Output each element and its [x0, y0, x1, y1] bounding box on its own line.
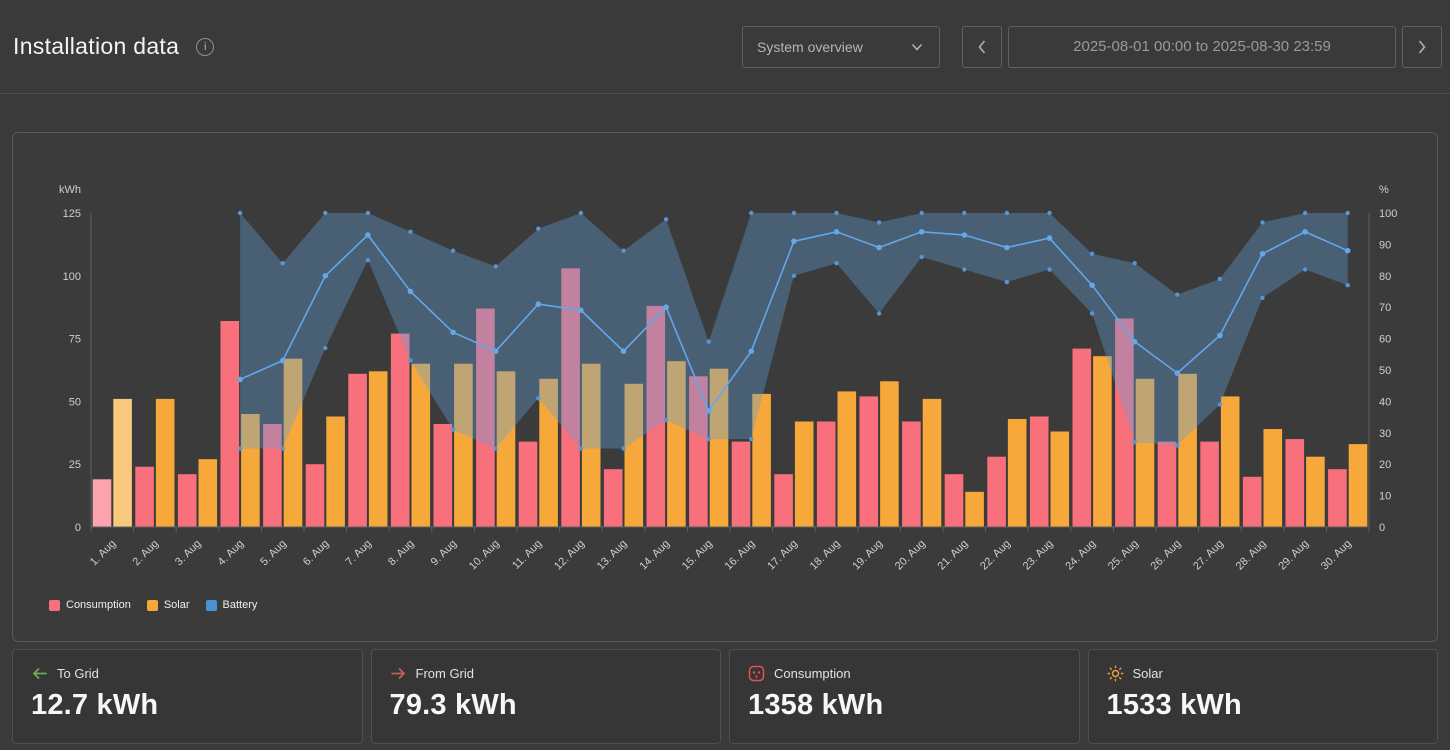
svg-text:29. Aug: 29. Aug: [1276, 538, 1311, 573]
next-period-button[interactable]: [1402, 25, 1442, 68]
svg-text:23. Aug: 23. Aug: [1021, 538, 1056, 573]
svg-text:100: 100: [63, 271, 81, 283]
svg-text:12. Aug: 12. Aug: [552, 538, 587, 573]
svg-text:13. Aug: 13. Aug: [595, 538, 630, 573]
chevron-right-icon: [1418, 39, 1426, 54]
legend-item-solar[interactable]: Solar: [146, 599, 190, 611]
svg-text:0: 0: [75, 522, 81, 534]
svg-text:27. Aug: 27. Aug: [1191, 538, 1226, 573]
svg-text:0: 0: [1379, 522, 1385, 534]
svg-text:125: 125: [63, 208, 81, 220]
svg-text:21. Aug: 21. Aug: [936, 538, 971, 573]
card-value: 12.7 kWh: [31, 689, 159, 721]
svg-text:30. Aug: 30. Aug: [1319, 538, 1354, 573]
svg-text:75: 75: [69, 334, 81, 346]
svg-text:2. Aug: 2. Aug: [130, 538, 161, 569]
card-value: 1358 kWh: [748, 689, 884, 721]
card-consumption: Consumption 1358 kWh: [729, 649, 1080, 744]
arrow-right-icon: [390, 668, 405, 679]
legend-label: Solar: [163, 599, 190, 611]
card-value: 79.3 kWh: [389, 689, 517, 721]
svg-text:15. Aug: 15. Aug: [680, 538, 715, 573]
svg-text:100: 100: [1379, 208, 1397, 220]
card-value: 1533 kWh: [1106, 689, 1242, 721]
svg-text:30: 30: [1379, 428, 1391, 440]
view-selector[interactable]: System overview: [742, 25, 940, 68]
svg-text:50: 50: [69, 396, 81, 408]
svg-text:20: 20: [1379, 459, 1391, 471]
card-from-grid: From Grid 79.3 kWh: [370, 649, 721, 744]
installation-chart[interactable]: 0 25 50 75 100 125 0 10 20 30 40 50 60 70 80 90 100 kWh % 1…: [13, 134, 1437, 592]
svg-text:11. Aug: 11. Aug: [510, 538, 544, 572]
svg-text:17. Aug: 17. Aug: [765, 538, 800, 573]
solar-swatch-icon: [146, 599, 158, 611]
info-icon[interactable]: i: [196, 37, 215, 56]
summary-cards: To Grid 12.7 kWh From Grid 79.3 kWh Cons…: [12, 649, 1438, 744]
chart-legend: Consumption Solar Battery: [49, 599, 1437, 611]
svg-text:24. Aug: 24. Aug: [1063, 538, 1098, 573]
svg-text:20. Aug: 20. Aug: [893, 538, 928, 573]
battery-swatch-icon: [205, 599, 217, 611]
svg-text:90: 90: [1379, 239, 1391, 251]
card-to-grid: To Grid 12.7 kWh: [12, 649, 363, 744]
outlet-icon: [748, 665, 765, 682]
svg-text:6. Aug: 6. Aug: [301, 538, 332, 569]
svg-text:4. Aug: 4. Aug: [216, 538, 247, 569]
legend-label: Consumption: [66, 599, 131, 611]
legend-label: Battery: [222, 599, 258, 611]
svg-text:8. Aug: 8. Aug: [386, 538, 417, 569]
card-label: Solar: [1132, 666, 1163, 681]
svg-text:40: 40: [1379, 396, 1391, 408]
svg-text:7. Aug: 7. Aug: [343, 538, 374, 569]
page-title: Installation data: [13, 33, 180, 59]
card-label: Consumption: [774, 666, 851, 681]
card-solar: Solar 1533 kWh: [1087, 649, 1438, 744]
arrow-left-icon: [33, 668, 47, 679]
page-header: Installation data i System overview 2025…: [0, 0, 1450, 94]
svg-text:5. Aug: 5. Aug: [258, 538, 289, 569]
svg-text:25: 25: [69, 459, 81, 471]
consumption-swatch-icon: [49, 599, 60, 611]
view-selector-value: System overview: [757, 38, 863, 55]
svg-text:60: 60: [1379, 334, 1391, 346]
svg-text:kWh: kWh: [59, 184, 81, 196]
svg-text:80: 80: [1379, 271, 1391, 283]
svg-text:22. Aug: 22. Aug: [978, 538, 1013, 573]
svg-text:%: %: [1379, 184, 1389, 196]
svg-text:1. Aug: 1. Aug: [88, 538, 119, 569]
prev-period-button[interactable]: [962, 25, 1002, 68]
sun-icon: [1107, 665, 1124, 682]
card-label: From Grid: [415, 666, 475, 681]
svg-text:10: 10: [1379, 491, 1391, 503]
legend-item-battery[interactable]: Battery: [205, 599, 258, 611]
date-range-button[interactable]: 2025-08-01 00:00 to 2025-08-30 23:59: [1008, 25, 1396, 68]
chevron-down-icon: [911, 43, 923, 51]
chart-panel: 0 25 50 75 100 125 0 10 20 30 40 50 60 70 80 90 100 kWh% 1…: [12, 132, 1438, 642]
svg-text:28. Aug: 28. Aug: [1234, 538, 1269, 573]
svg-text:19. Aug: 19. Aug: [850, 538, 885, 573]
svg-text:10. Aug: 10. Aug: [467, 538, 502, 573]
legend-item-consumption[interactable]: Consumption: [49, 599, 131, 611]
card-label: To Grid: [57, 666, 99, 681]
svg-text:9. Aug: 9. Aug: [429, 538, 460, 569]
chevron-left-icon: [978, 39, 986, 54]
svg-text:18. Aug: 18. Aug: [808, 538, 843, 573]
svg-text:25. Aug: 25. Aug: [1106, 538, 1141, 573]
svg-text:16. Aug: 16. Aug: [723, 538, 758, 573]
svg-text:50: 50: [1379, 365, 1391, 377]
svg-text:70: 70: [1379, 302, 1391, 314]
svg-text:14. Aug: 14. Aug: [637, 538, 672, 573]
svg-text:3. Aug: 3. Aug: [173, 538, 204, 569]
svg-text:26. Aug: 26. Aug: [1149, 538, 1184, 573]
